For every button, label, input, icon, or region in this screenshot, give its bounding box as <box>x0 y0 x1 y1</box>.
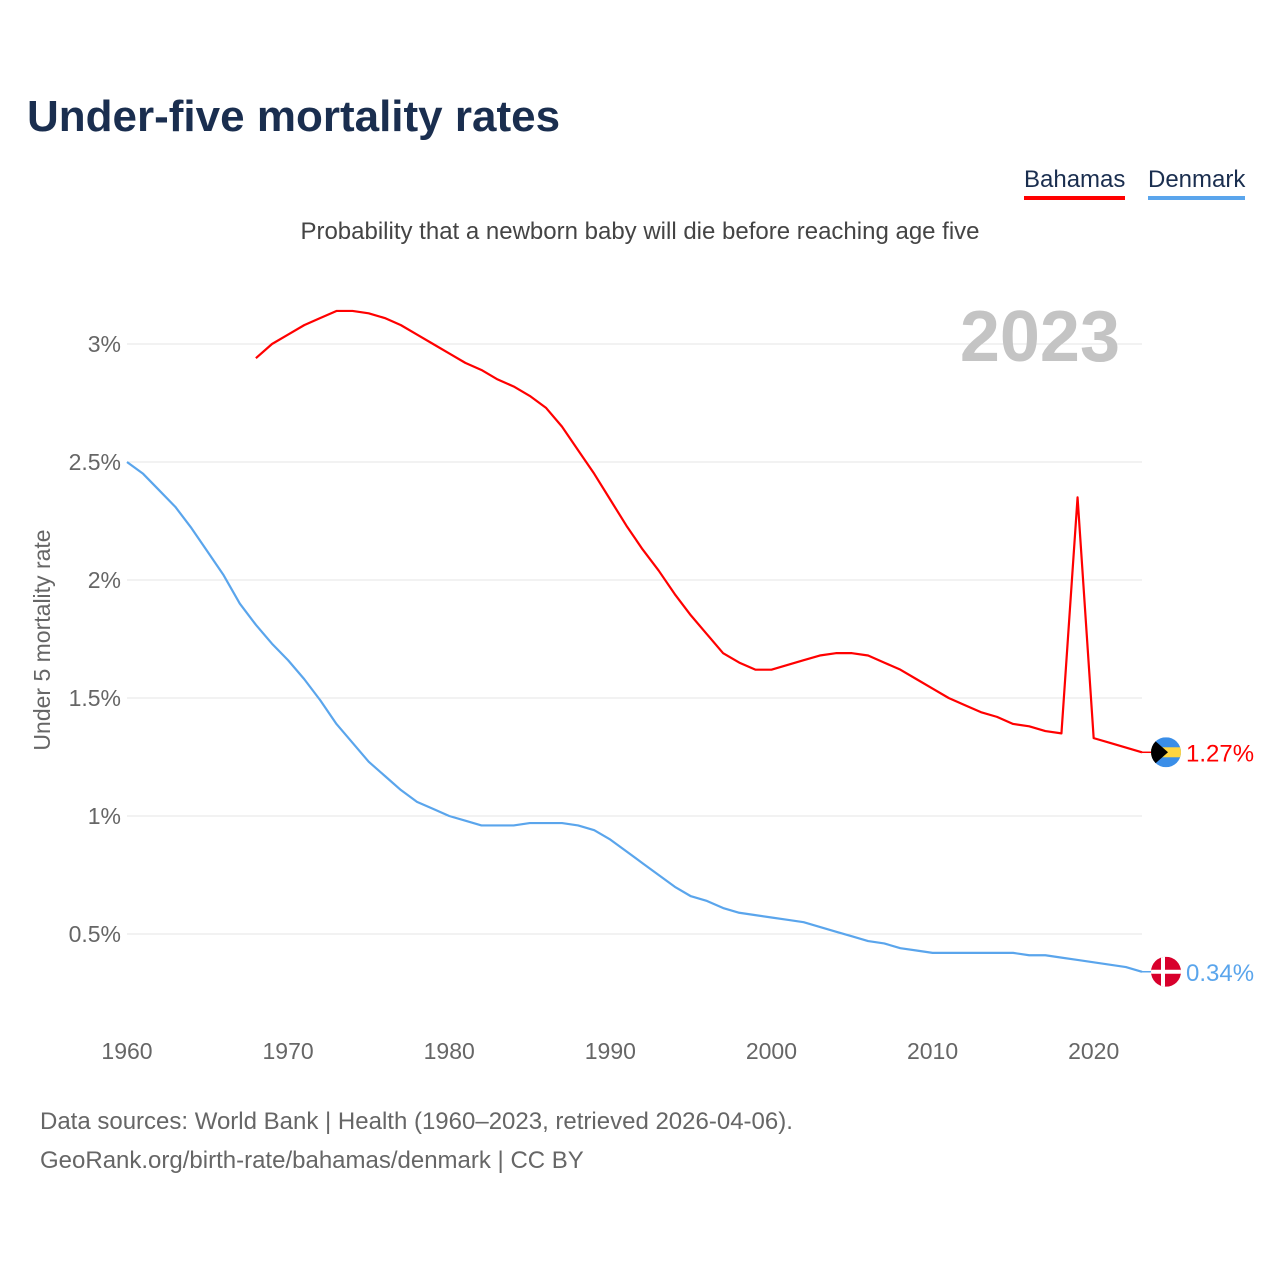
flag-triangle <box>1151 737 1168 768</box>
denmark-flag-icon <box>1151 956 1181 987</box>
end-value-label: 1.27% <box>1186 740 1254 767</box>
chart-subtitle: Probability that a newborn baby will die… <box>300 218 980 245</box>
end-value-label: 0.34% <box>1186 960 1254 987</box>
footer-link[interactable]: GeoRank.org/birth-rate/bahamas/denmark |… <box>40 1147 584 1174</box>
y-tick-label: 1.5% <box>69 685 121 711</box>
x-tick-label: 2010 <box>907 1038 958 1064</box>
year-label: 2023 <box>960 297 1120 377</box>
x-tick-label: 1980 <box>424 1038 475 1064</box>
x-tick-label: 1990 <box>585 1038 636 1064</box>
y-tick-label: 2.5% <box>69 449 121 475</box>
series-line-denmark <box>126 461 1143 973</box>
flag-graphic <box>1151 956 1181 987</box>
x-tick-label: 2000 <box>746 1038 797 1064</box>
bahamas-flag-icon <box>1151 737 1181 768</box>
footer-sources: Data sources: World Bank | Health (1960–… <box>40 1108 793 1135</box>
flag-graphic <box>1151 737 1181 768</box>
series-line-bahamas <box>255 309 1143 754</box>
legend-item-denmark[interactable]: Denmark <box>1148 166 1246 200</box>
legend-item-bahamas[interactable]: Bahamas <box>1024 166 1126 200</box>
y-tick-label: 0.5% <box>69 921 121 947</box>
y-tick-label: 3% <box>88 331 121 357</box>
flag-cross-horizontal <box>1151 969 1181 974</box>
x-tick-label: 1960 <box>101 1038 152 1064</box>
x-tick-label: 1970 <box>263 1038 314 1064</box>
y-tick-label: 2% <box>88 567 121 593</box>
chart-title: Under-five mortality rates <box>27 92 561 141</box>
y-axis-label: Under 5 mortality rate <box>29 529 55 750</box>
x-tick-label: 2020 <box>1068 1038 1119 1064</box>
y-tick-label: 1% <box>88 803 121 829</box>
